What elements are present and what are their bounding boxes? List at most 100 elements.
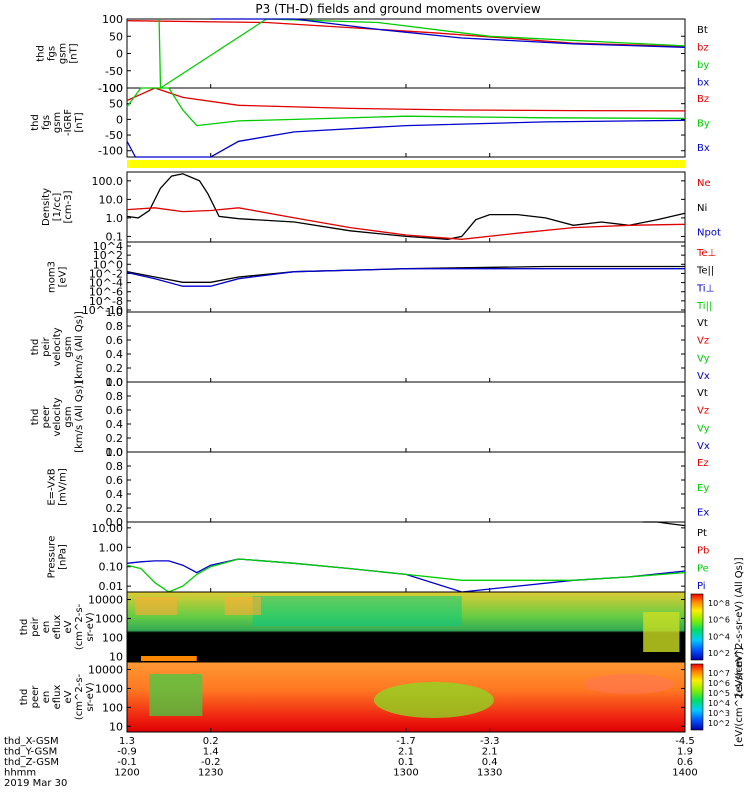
x-axis-value: -0.1	[117, 757, 137, 768]
legend-label: By	[697, 118, 710, 129]
x-axis-value: -3.3	[480, 736, 500, 747]
legend-label: Vx	[697, 371, 710, 382]
legend-label: Npot	[697, 228, 721, 239]
x-axis-row-label: thd_X-GSM	[4, 736, 59, 747]
series-line-bx	[210, 18, 686, 48]
y-axis-label-line: gsm	[63, 336, 74, 357]
legend-label: Bt	[697, 25, 708, 36]
y-axis-label-line: thd	[30, 409, 41, 426]
y-tick-label: 10^-2	[89, 267, 123, 280]
colorbar-label: [eV/(cm^2-s-sr-eV) (All Qs)]	[734, 557, 745, 696]
y-axis-label-line: thd	[19, 689, 30, 706]
y-tick-label: 0	[116, 48, 123, 61]
y-axis-label-line: en	[41, 621, 52, 634]
electron-flux-patch	[149, 674, 203, 716]
y-axis-label-line: gsm	[52, 112, 63, 133]
legend-label: Vz	[697, 336, 709, 347]
y-tick-label: 0.8	[106, 320, 124, 333]
panel-fgs_field: 100 50 0 -50 -100 thd fgs gsm -IGRF [nT] Bz By Bx	[30, 82, 710, 158]
ion-flux-patch	[224, 597, 261, 615]
y-tick-label: 10	[109, 720, 123, 733]
y-axis-label-line: eV	[63, 620, 74, 633]
colorbar-tick-label: 10^4	[708, 699, 730, 708]
y-tick-label: 0.6	[106, 334, 124, 347]
y-tick-label: 1.0	[106, 306, 124, 319]
series-line-Pi	[126, 558, 686, 593]
y-tick-label: -50	[105, 129, 123, 142]
panel-fgs: 100 50 0 -50 -100 thd fgs gsm [nT] Bt bz by bx	[36, 13, 710, 95]
y-tick-label: 10^0	[93, 258, 123, 271]
y-axis-label-line: [km/s (All Qs)]	[74, 381, 85, 453]
y-tick-label: 0.10	[99, 561, 124, 574]
legend-label: Te||	[696, 266, 714, 277]
colorbar-tick-label: 10^6	[708, 679, 730, 688]
ion-flux-patch	[140, 656, 197, 661]
y-tick-label: 0.8	[106, 390, 124, 403]
y-axis-label-line: eV	[63, 690, 74, 703]
x-axis-value: 1300	[393, 768, 418, 779]
x-axis-value: -0.9	[117, 747, 137, 758]
panel-frame	[126, 451, 686, 523]
series-line-Pt	[643, 521, 686, 527]
y-axis-label-line: [1/cc]	[52, 193, 63, 222]
legend-label: Pe	[697, 563, 709, 574]
panel-frame	[126, 87, 686, 158]
series-line-Bz	[126, 87, 686, 112]
legend-label: Bz	[697, 94, 709, 105]
panel-temp: 10^410^210^010^-210^-410^-610^-810^-10 mo…	[47, 240, 717, 317]
panel-frame	[126, 521, 686, 593]
y-tick-label: 0.4	[106, 418, 124, 431]
legend-label: Pi	[697, 581, 706, 592]
x-axis-value: 2.1	[482, 747, 498, 758]
colorbar-tick-label: 10^2	[708, 649, 730, 658]
y-tick-label: 10000	[88, 664, 123, 677]
y-axis-label-line: thd	[30, 114, 41, 131]
y-axis-label-line: [cm-3]	[63, 190, 74, 223]
y-axis-label-line: gsm	[58, 43, 69, 64]
colorbar-tick-label: 10^3	[708, 709, 730, 718]
y-tick-label: 0	[116, 113, 123, 126]
x-axis-value: 1.4	[203, 747, 219, 758]
y-tick-label: -100	[98, 82, 123, 95]
y-tick-label: 10^4	[93, 240, 123, 253]
y-axis-label-line: sr-eV)	[85, 612, 96, 641]
x-axis-value: 0.2	[203, 736, 219, 747]
y-tick-label: 100	[102, 631, 123, 644]
y-axis-label-line: [mV/m]	[58, 468, 69, 506]
electron-flux-patch	[373, 682, 494, 718]
colorbar	[690, 663, 704, 731]
series-line-By	[126, 87, 686, 127]
y-axis-label-line: -IGRF	[63, 109, 74, 136]
y-axis-label-line: velocity	[52, 397, 63, 436]
y-tick-label: 0.8	[106, 460, 124, 473]
x-axis-value: -1.7	[396, 736, 416, 747]
y-axis-label-line: velocity	[52, 327, 63, 366]
x-axis-value: 1200	[114, 768, 139, 779]
ion-flux-patch	[252, 596, 462, 626]
legend-label: Ti⊥	[696, 283, 714, 294]
legend-label: Ex	[697, 508, 709, 519]
y-tick-label: 100	[102, 82, 123, 95]
y-axis-label-line: eflux	[52, 685, 63, 710]
y-axis-label-line: E=-VxB	[47, 468, 58, 505]
y-axis-label-line: mom3	[47, 261, 58, 293]
x-axis-value: 2.1	[398, 747, 414, 758]
x-axis-value: 0.1	[398, 757, 414, 768]
panel-frame	[126, 241, 686, 313]
series-line-Bx	[126, 119, 686, 158]
legend-label: Pt	[697, 528, 707, 539]
panel-peer_en: 10000 1000 100 10 thd peer en eflux eV (cm^2-s-sr…	[19, 647, 745, 747]
ion-flux-patch	[135, 597, 178, 615]
panel-frame	[126, 18, 686, 89]
legend-label: bx	[697, 77, 709, 88]
y-tick-label: 0.1	[106, 230, 124, 243]
y-tick-label: 0.4	[106, 488, 124, 501]
legend-label: bz	[697, 42, 709, 53]
y-axis-label-line: Density	[41, 188, 52, 226]
y-axis-label-line: Pressure	[47, 536, 58, 579]
legend-label: Vy	[697, 423, 710, 434]
panel-density: 100.0 10.0 1.0 0.1 Density [1/cc] [cm-3] Ne Ni Np…	[41, 171, 721, 243]
y-tick-label: 1000	[95, 682, 123, 695]
